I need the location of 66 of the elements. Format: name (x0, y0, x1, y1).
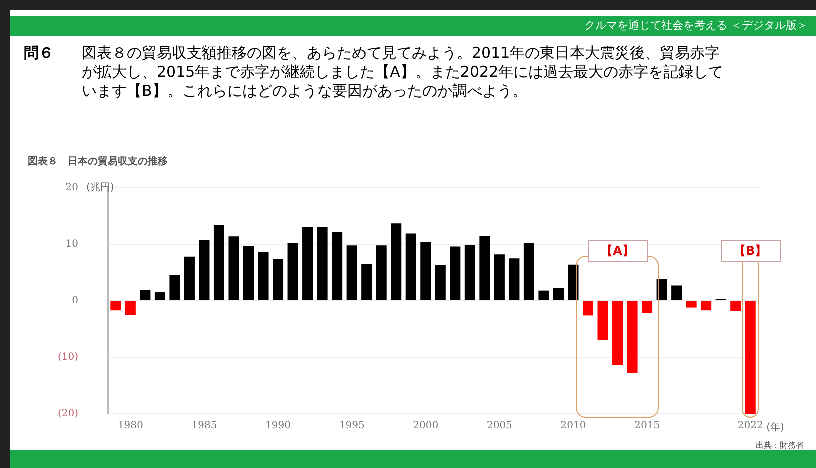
bar (228, 236, 240, 300)
y-tick-label: (10) (58, 352, 79, 364)
bar (627, 302, 638, 374)
bar (509, 258, 520, 300)
bar (553, 288, 564, 300)
bar (288, 243, 298, 300)
y-tick-label: 0 (72, 296, 79, 307)
bar (406, 234, 416, 300)
bar (480, 236, 490, 300)
annotation: 【B】 (720, 240, 781, 262)
y-tick-label: (20) (58, 408, 79, 420)
bar (140, 290, 151, 300)
text: 問６ (24, 44, 55, 64)
bar (672, 286, 682, 300)
y-tick-label: 10 (66, 239, 79, 250)
bar (568, 264, 579, 300)
x-axis-title: (年) (766, 422, 785, 434)
bar (745, 302, 756, 414)
bar (538, 290, 550, 300)
text: 図表８の貿易収支額推移の図を、あらためて見てみよう。2011年の東日本大震災後、貿易赤字が拡大し、2015年まで赤字が継続しました【A】。また2022年には過去最大の赤字を記録しています【B】。これらにはどのような要因があったのか調べよう。 (82, 44, 725, 101)
x-tick-label: 2005 (486, 420, 512, 432)
bar (582, 302, 594, 316)
bar (730, 302, 742, 312)
bar (598, 302, 608, 340)
bar (524, 243, 534, 300)
x-tick-label: 1995 (339, 420, 365, 432)
bar (154, 292, 166, 300)
chart-title: 図表８ 日本の貿易収支の推移 (28, 156, 168, 168)
x-tick-label: 1990 (266, 420, 291, 432)
bar (376, 246, 387, 300)
bar (125, 302, 136, 316)
bar (199, 240, 210, 300)
text: クルマを通じて社会を考える ＜デジタル版＞ (10, 16, 816, 36)
x-tick-label: 1985 (192, 420, 218, 432)
bar (170, 275, 180, 300)
bar (612, 302, 624, 366)
annotation: 【A】 (588, 240, 648, 262)
y-axis-title: (兆円) (86, 182, 114, 194)
x-tick-label: 2015 (634, 420, 660, 432)
bar (332, 232, 343, 300)
bar (258, 252, 269, 300)
bar (686, 302, 697, 308)
x-tick-label: 2000 (413, 420, 439, 432)
bar (642, 302, 653, 314)
y-tick-label: 20 (66, 182, 79, 194)
bar (420, 242, 432, 300)
bar (346, 246, 358, 300)
bar (273, 259, 284, 300)
bar (110, 302, 122, 311)
bar (464, 245, 476, 300)
bar (302, 226, 314, 300)
x-tick-label: 2022 (738, 420, 764, 432)
bar (362, 264, 372, 300)
bar (317, 226, 328, 300)
x-tick-label: 2010 (560, 420, 586, 432)
bar (214, 225, 224, 300)
bar (435, 265, 446, 300)
bar (450, 246, 461, 300)
bar (494, 254, 505, 300)
bar (184, 256, 195, 300)
x-tick-label: 1980 (118, 420, 144, 432)
source-note: 出典：財務省 (756, 440, 804, 451)
bar (701, 302, 712, 311)
bar (391, 224, 402, 300)
bar (243, 246, 254, 300)
bar (656, 278, 668, 300)
